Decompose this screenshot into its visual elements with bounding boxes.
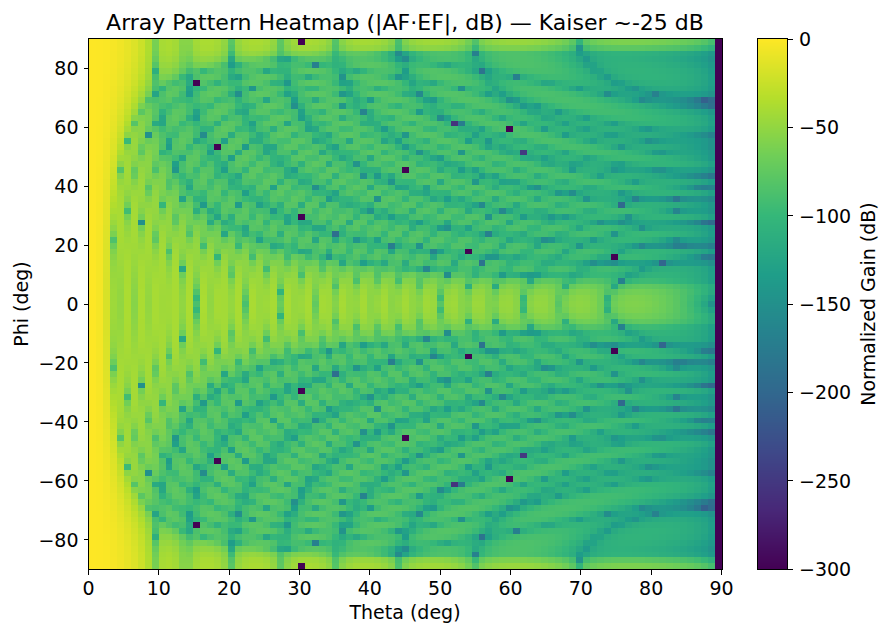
colorbar-tick-label: −150 xyxy=(799,293,851,315)
x-tick xyxy=(369,570,370,575)
y-tick-label: 80 xyxy=(0,57,79,79)
colorbar-tick xyxy=(788,304,793,305)
colorbar-tick xyxy=(788,127,793,128)
x-tick-label: 40 xyxy=(358,577,382,599)
y-tick-label: −80 xyxy=(0,529,79,551)
y-tick-label: −60 xyxy=(0,470,79,492)
y-tick-label: −40 xyxy=(0,411,79,433)
colorbar-tick-label: −200 xyxy=(799,381,851,403)
x-tick-label: 10 xyxy=(147,577,171,599)
x-tick-label: 70 xyxy=(569,577,593,599)
x-tick xyxy=(440,570,441,575)
x-tick xyxy=(299,570,300,575)
y-tick-label: 40 xyxy=(0,175,79,197)
chart-title: Array Pattern Heatmap (|AF·EF|, dB) — Ka… xyxy=(88,10,722,35)
y-tick xyxy=(84,362,89,363)
x-tick-label: 90 xyxy=(709,577,733,599)
y-tick-label: −20 xyxy=(0,352,79,374)
x-tick xyxy=(510,570,511,575)
y-tick xyxy=(84,421,89,422)
colorbar-tick-label: −300 xyxy=(799,558,851,580)
x-axis-label: Theta (deg) xyxy=(88,601,722,623)
colorbar-label: Normalized Gain (dB) xyxy=(857,202,879,405)
colorbar-tick-label: −100 xyxy=(799,205,851,227)
colorbar-tick xyxy=(788,215,793,216)
y-tick xyxy=(84,127,89,128)
x-tick-label: 30 xyxy=(287,577,311,599)
colorbar-gradient xyxy=(758,39,787,569)
x-tick-label: 50 xyxy=(428,577,452,599)
y-tick xyxy=(84,539,89,540)
x-tick xyxy=(580,570,581,575)
x-tick xyxy=(158,570,159,575)
x-tick xyxy=(229,570,230,575)
colorbar-tick xyxy=(788,392,793,393)
x-tick-label: 60 xyxy=(498,577,522,599)
y-tick-label: 60 xyxy=(0,116,79,138)
x-tick xyxy=(88,570,89,575)
y-axis-label: Phi (deg) xyxy=(10,261,32,346)
y-tick-label: 20 xyxy=(0,234,79,256)
heatmap-canvas xyxy=(89,39,722,569)
x-tick-label: 20 xyxy=(217,577,241,599)
x-tick xyxy=(721,570,722,575)
colorbar-tick-label: −250 xyxy=(799,470,851,492)
x-tick-label: 0 xyxy=(82,577,94,599)
x-tick-label: 80 xyxy=(639,577,663,599)
y-tick xyxy=(84,480,89,481)
y-tick xyxy=(84,245,89,246)
colorbar-tick-label: −50 xyxy=(799,116,839,138)
colorbar-tick xyxy=(788,480,793,481)
colorbar-tick xyxy=(788,569,793,570)
figure: Array Pattern Heatmap (|AF·EF|, dB) — Ka… xyxy=(0,0,885,637)
y-tick xyxy=(84,68,89,69)
y-tick xyxy=(84,304,89,305)
colorbar-tick xyxy=(788,39,793,40)
colorbar-tick-label: 0 xyxy=(799,28,811,50)
y-tick xyxy=(84,186,89,187)
x-tick xyxy=(651,570,652,575)
